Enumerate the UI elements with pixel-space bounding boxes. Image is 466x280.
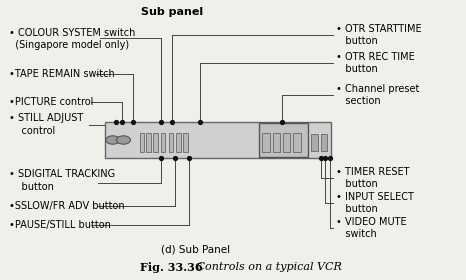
Text: • TIMER RESET
   button: • TIMER RESET button bbox=[336, 167, 409, 189]
Bar bbox=[105, 122, 331, 158]
Bar bbox=[146, 133, 151, 152]
Text: • INPUT SELECT
   button: • INPUT SELECT button bbox=[336, 192, 413, 214]
Text: • OTR REC TIME
   button: • OTR REC TIME button bbox=[336, 52, 414, 74]
Bar bbox=[153, 133, 158, 152]
Text: • SDIGITAL TRACKING
    button: • SDIGITAL TRACKING button bbox=[9, 169, 116, 192]
Bar bbox=[183, 133, 188, 152]
Text: Sub panel: Sub panel bbox=[141, 7, 204, 17]
Bar bbox=[311, 134, 318, 151]
Bar bbox=[321, 134, 327, 151]
Text: • VIDEO MUTE
   switch: • VIDEO MUTE switch bbox=[336, 217, 406, 239]
Text: •SSLOW/FR ADV button: •SSLOW/FR ADV button bbox=[9, 201, 125, 211]
Circle shape bbox=[106, 136, 120, 144]
Bar bbox=[262, 133, 270, 152]
Bar bbox=[169, 133, 173, 152]
Bar bbox=[176, 133, 181, 152]
Text: • OTR STARTTIME
   button: • OTR STARTTIME button bbox=[336, 24, 421, 46]
Bar bbox=[161, 133, 165, 152]
Text: Fig. 33.36: Fig. 33.36 bbox=[140, 262, 202, 273]
Text: •PAUSE/STILL button: •PAUSE/STILL button bbox=[9, 220, 111, 230]
Bar bbox=[283, 133, 290, 152]
Text: •TAPE REMAIN switch: •TAPE REMAIN switch bbox=[9, 69, 115, 79]
Text: • Channel preset
   section: • Channel preset section bbox=[336, 84, 419, 106]
Bar bbox=[140, 133, 144, 152]
Text: • COLOUR SYSTEM switch
  (Singapore model only): • COLOUR SYSTEM switch (Singapore model … bbox=[9, 28, 136, 50]
Bar bbox=[273, 133, 280, 152]
Text: • STILL ADJUST
    control: • STILL ADJUST control bbox=[9, 113, 83, 136]
Circle shape bbox=[116, 136, 130, 144]
Text: •PICTURE control: •PICTURE control bbox=[9, 97, 94, 107]
Bar bbox=[293, 133, 301, 152]
Text: (d) Sub Panel: (d) Sub Panel bbox=[161, 244, 230, 254]
Bar bbox=[259, 123, 308, 157]
Text: Controls on a typical VCR: Controls on a typical VCR bbox=[193, 262, 342, 272]
